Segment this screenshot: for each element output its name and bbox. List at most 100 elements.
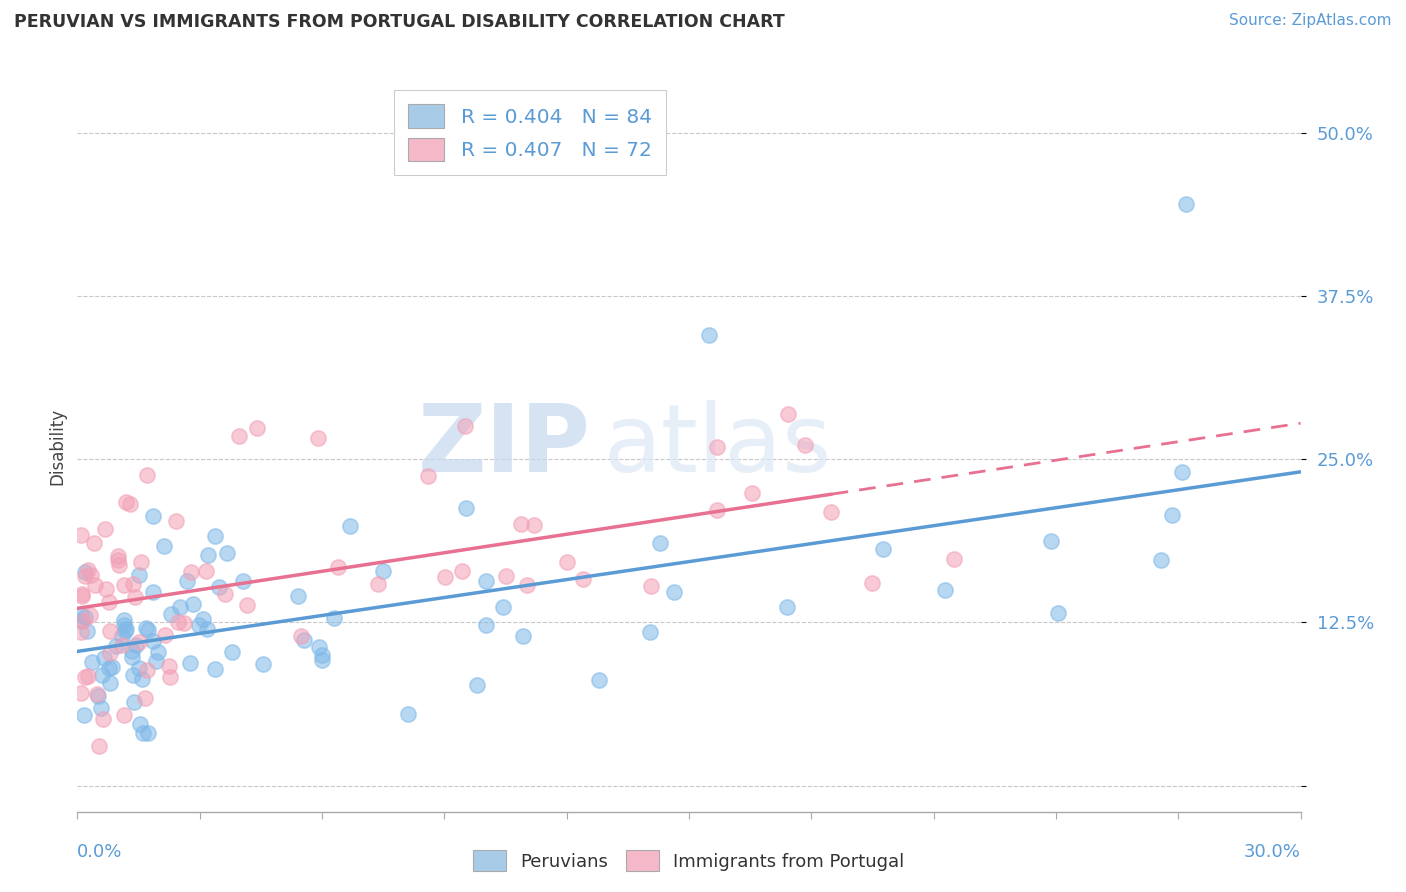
Point	[136, 623, 159, 637]
Point	[135, 621, 157, 635]
Point	[77, 563, 100, 577]
Point	[699, 328, 721, 343]
Point	[194, 565, 217, 579]
Point	[96, 582, 118, 597]
Point	[371, 564, 394, 578]
Point	[104, 639, 127, 653]
Point	[111, 638, 134, 652]
Point	[120, 497, 142, 511]
Point	[90, 668, 112, 682]
Point	[509, 516, 531, 531]
Point	[208, 580, 231, 594]
Point	[135, 467, 157, 482]
Point	[135, 663, 157, 677]
Text: Source: ZipAtlas.com: Source: ZipAtlas.com	[1229, 13, 1392, 29]
Point	[706, 440, 728, 454]
Point	[292, 632, 315, 647]
Point	[129, 555, 152, 569]
Point	[252, 657, 274, 671]
Point	[93, 650, 115, 665]
Point	[204, 529, 226, 543]
Point	[98, 676, 121, 690]
Point	[73, 610, 96, 624]
Point	[1039, 534, 1062, 549]
Point	[134, 690, 156, 705]
Point	[367, 577, 389, 591]
Point	[70, 607, 93, 622]
Point	[75, 565, 97, 579]
Point	[522, 517, 544, 532]
Point	[80, 656, 103, 670]
Point	[1160, 508, 1182, 523]
Point	[1047, 606, 1070, 620]
Point	[1150, 552, 1173, 566]
Point	[76, 669, 98, 683]
Point	[122, 576, 145, 591]
Point	[122, 668, 145, 682]
Point	[112, 707, 135, 722]
Point	[125, 638, 148, 652]
Point	[101, 660, 124, 674]
Point	[221, 645, 243, 659]
Point	[115, 495, 138, 509]
Point	[228, 428, 250, 442]
Text: PERUVIAN VS IMMIGRANTS FROM PORTUGAL DISABILITY CORRELATION CHART: PERUVIAN VS IMMIGRANTS FROM PORTUGAL DIS…	[14, 13, 785, 31]
Point	[793, 438, 815, 452]
Point	[129, 716, 152, 731]
Point	[114, 614, 136, 628]
Point	[475, 574, 498, 588]
Point	[236, 598, 259, 612]
Point	[516, 578, 538, 592]
Point	[512, 629, 534, 643]
Point	[1171, 466, 1194, 480]
Point	[112, 618, 135, 632]
Point	[187, 617, 209, 632]
Point	[176, 574, 198, 589]
Point	[73, 670, 96, 684]
Point	[1175, 197, 1198, 211]
Point	[94, 522, 117, 536]
Point	[107, 549, 129, 564]
Point	[287, 589, 309, 603]
Point	[87, 739, 110, 754]
Point	[450, 564, 472, 578]
Point	[107, 553, 129, 567]
Point	[128, 661, 150, 675]
Point	[492, 600, 515, 615]
Point	[131, 672, 153, 686]
Point	[72, 614, 94, 628]
Point	[86, 690, 108, 704]
Point	[820, 505, 842, 519]
Point	[456, 501, 478, 516]
Text: 30.0%: 30.0%	[1244, 843, 1301, 861]
Point	[157, 658, 180, 673]
Point	[434, 570, 457, 584]
Point	[246, 421, 269, 435]
Text: 0.0%: 0.0%	[77, 843, 122, 861]
Point	[128, 635, 150, 649]
Point	[308, 640, 330, 654]
Text: atlas: atlas	[603, 400, 831, 492]
Y-axis label: Disability: Disability	[48, 408, 66, 484]
Point	[86, 687, 108, 701]
Point	[111, 630, 134, 644]
Point	[132, 726, 155, 740]
Point	[98, 660, 121, 674]
Point	[79, 607, 101, 622]
Point	[76, 624, 98, 639]
Point	[145, 654, 167, 668]
Point	[73, 707, 96, 722]
Point	[311, 648, 333, 663]
Point	[148, 645, 170, 659]
Point	[326, 559, 349, 574]
Point	[142, 634, 165, 648]
Point	[741, 486, 763, 500]
Point	[323, 611, 346, 625]
Point	[169, 599, 191, 614]
Legend: R = 0.404   N = 84, R = 0.407   N = 72: R = 0.404 N = 84, R = 0.407 N = 72	[394, 90, 666, 175]
Point	[122, 695, 145, 709]
Point	[142, 509, 165, 524]
Point	[83, 535, 105, 549]
Point	[142, 585, 165, 599]
Point	[153, 628, 176, 642]
